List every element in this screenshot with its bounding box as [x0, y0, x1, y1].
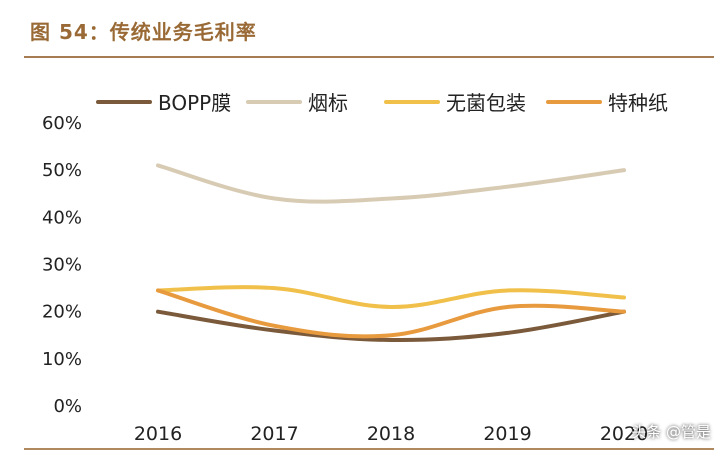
watermark: 头条 @管是 [631, 423, 711, 441]
bottom-divider [24, 448, 714, 450]
y-tick-label: 30% [42, 255, 82, 276]
y-tick-label: 40% [42, 207, 82, 228]
series-lines [156, 163, 626, 343]
legend-label: 特种纸 [608, 91, 668, 115]
x-tick-label: 2019 [483, 423, 531, 445]
x-axis: 2016 2017 2018 2019 2020 [134, 423, 648, 445]
legend-label: 无菌包装 [446, 91, 526, 115]
chart-legend: BOPP膜 烟标 无菌包装 特种纸 [96, 91, 668, 115]
y-tick-label: 50% [42, 160, 82, 181]
legend-label: BOPP膜 [158, 91, 231, 115]
y-tick-label: 60% [42, 113, 82, 134]
series-line [156, 285, 626, 309]
y-tick-label: 20% [42, 302, 82, 323]
y-tick-label: 10% [42, 349, 82, 370]
series-line [156, 309, 626, 343]
x-tick-label: 2016 [134, 423, 182, 445]
x-tick-label: 2018 [367, 423, 415, 445]
figure-title: 图 54：传统业务毛利率 [30, 20, 257, 44]
x-tick-label: 2020 [600, 423, 648, 445]
series-line [156, 288, 626, 339]
y-axis: 0% 10% 20% 30% 40% 50% 60% [42, 113, 82, 417]
legend-label: 烟标 [308, 91, 348, 115]
y-tick-label: 0% [53, 396, 82, 417]
title-divider [24, 56, 714, 58]
series-line [156, 163, 626, 204]
x-tick-label: 2017 [250, 423, 298, 445]
